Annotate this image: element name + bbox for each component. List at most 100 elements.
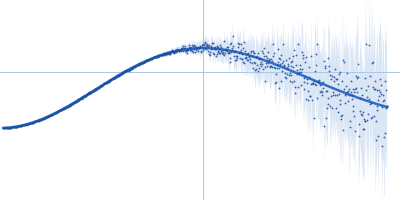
Point bbox=[358, 94, 365, 97]
Point bbox=[303, 97, 309, 101]
Point bbox=[12, 125, 19, 129]
Point bbox=[30, 121, 36, 124]
Point bbox=[126, 69, 132, 72]
Point bbox=[156, 55, 162, 58]
Point bbox=[279, 62, 285, 65]
Point bbox=[197, 45, 204, 48]
Point bbox=[21, 123, 27, 127]
Point bbox=[384, 105, 390, 108]
Point bbox=[218, 50, 224, 53]
Point bbox=[268, 65, 274, 68]
Point bbox=[265, 61, 271, 65]
Point bbox=[138, 61, 145, 65]
Point bbox=[137, 63, 143, 66]
Point bbox=[116, 73, 123, 76]
Point bbox=[38, 118, 45, 121]
Point bbox=[208, 47, 214, 51]
Point bbox=[149, 57, 155, 60]
Point bbox=[249, 54, 255, 57]
Point bbox=[296, 71, 302, 74]
Point bbox=[370, 114, 377, 117]
Point bbox=[267, 65, 274, 68]
Point bbox=[83, 94, 89, 97]
Point bbox=[336, 92, 342, 95]
Point bbox=[127, 67, 133, 71]
Point bbox=[305, 99, 312, 102]
Point bbox=[236, 43, 242, 46]
Point bbox=[212, 46, 218, 49]
Point bbox=[350, 110, 357, 113]
Point bbox=[223, 49, 229, 52]
Point bbox=[287, 80, 293, 83]
Point bbox=[247, 58, 253, 61]
Point bbox=[334, 94, 340, 97]
Point bbox=[318, 90, 325, 93]
Point bbox=[72, 101, 78, 104]
Point bbox=[274, 47, 281, 51]
Point bbox=[187, 48, 193, 51]
Point bbox=[246, 54, 252, 57]
Point bbox=[64, 105, 70, 108]
Point bbox=[184, 51, 190, 54]
Point bbox=[220, 53, 227, 56]
Point bbox=[259, 63, 265, 66]
Point bbox=[219, 51, 225, 54]
Point bbox=[10, 125, 16, 128]
Point bbox=[313, 84, 320, 87]
Point bbox=[302, 61, 309, 64]
Point bbox=[66, 103, 73, 107]
Point bbox=[125, 69, 131, 72]
Point bbox=[12, 125, 18, 129]
Point bbox=[91, 89, 98, 92]
Point bbox=[324, 97, 331, 100]
Point bbox=[27, 122, 33, 125]
Point bbox=[206, 52, 212, 55]
Point bbox=[117, 73, 124, 76]
Point bbox=[285, 64, 291, 67]
Point bbox=[132, 65, 138, 68]
Point bbox=[80, 95, 86, 99]
Point bbox=[139, 61, 145, 65]
Point bbox=[2, 126, 8, 130]
Point bbox=[143, 59, 149, 63]
Point bbox=[5, 126, 12, 129]
Point bbox=[225, 51, 231, 54]
Point bbox=[84, 93, 90, 96]
Point bbox=[23, 123, 30, 126]
Point bbox=[21, 124, 28, 127]
Point bbox=[243, 56, 249, 59]
Point bbox=[174, 49, 180, 52]
Point bbox=[315, 80, 322, 84]
Point bbox=[378, 84, 384, 87]
Point bbox=[237, 43, 244, 46]
Point bbox=[335, 110, 341, 114]
Point bbox=[320, 81, 326, 84]
Point bbox=[224, 49, 230, 53]
Point bbox=[102, 82, 108, 85]
Point bbox=[29, 121, 36, 124]
Point bbox=[83, 93, 90, 97]
Point bbox=[87, 92, 93, 95]
Point bbox=[36, 118, 43, 122]
Point bbox=[116, 74, 122, 77]
Point bbox=[294, 72, 300, 75]
Point bbox=[217, 44, 223, 47]
Point bbox=[168, 50, 174, 53]
Point bbox=[179, 46, 185, 49]
Point bbox=[383, 88, 389, 92]
Point bbox=[254, 63, 260, 66]
Point bbox=[222, 48, 228, 51]
Point bbox=[63, 106, 69, 109]
Point bbox=[135, 63, 142, 66]
Point bbox=[93, 88, 99, 91]
Point bbox=[193, 47, 200, 50]
Point bbox=[284, 62, 291, 66]
Point bbox=[61, 107, 68, 110]
Point bbox=[42, 116, 48, 119]
Point bbox=[272, 82, 278, 85]
Point bbox=[151, 56, 158, 59]
Point bbox=[90, 89, 96, 93]
Point bbox=[369, 115, 376, 118]
Point bbox=[33, 120, 40, 123]
Point bbox=[313, 63, 319, 67]
